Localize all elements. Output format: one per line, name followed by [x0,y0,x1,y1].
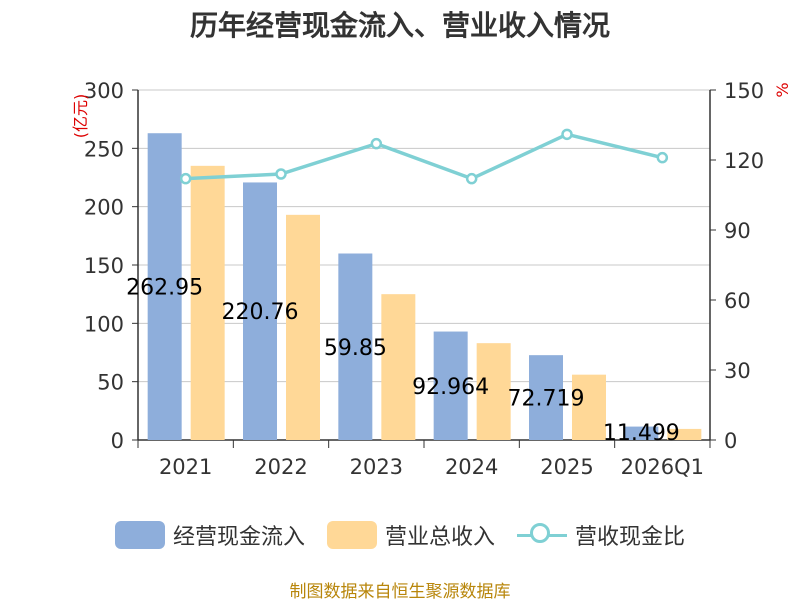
x-tick-label: 2025 [540,455,593,479]
chart-legend: 经营现金流入 营业总收入 营收现金比 [0,518,800,552]
legend-swatch-revenue [326,521,377,549]
bar-cash-inflow [624,426,659,440]
bar-revenue [190,165,225,441]
bar-revenue [572,374,606,440]
ratio-point [561,128,573,141]
ratio-point [275,168,287,180]
x-tick-label: 2021 [159,455,212,479]
y-left-tick-label: 300 [84,79,124,103]
data-label-cash-inflow: 220.76 [222,300,299,325]
bar-revenue [667,428,702,440]
bar-cash-inflow [433,331,468,440]
ratio-point [179,172,192,185]
data-label-cash-inflow: 262.95 [126,276,203,301]
legend-item-revenue[interactable]: 营业总收入 [326,519,495,551]
y-left-tick-label: 100 [84,312,124,336]
y-right-tick-label: 120 [724,149,764,173]
bar-cash-inflow [529,355,563,440]
legend-item-cash-inflow[interactable]: 经营现金流入 [114,519,305,551]
legend-label-ratio: 营收现金比 [575,525,686,550]
bar-revenue [286,214,320,440]
chart-title: 历年经营现金流入、营业收入情况 [189,9,610,42]
y-right-tick-label: 150 [724,79,764,103]
x-tick-label: 2022 [254,455,307,479]
ratio-point [656,151,669,164]
y-left-axis-label: (亿元) [71,94,90,139]
y-left-tick-label: 50 [97,371,124,395]
legend-item-ratio[interactable]: 营收现金比 [517,519,685,551]
ratio-line [185,132,663,181]
y-left-tick-label: 200 [84,196,124,220]
y-right-axis-label: % [773,82,792,97]
legend-swatch-ratio [517,521,567,549]
y-right-tick-label: 60 [724,289,751,313]
y-right-tick-label: 90 [724,219,751,243]
y-right-tick-label: 30 [724,359,751,383]
bar-cash-inflow [243,182,277,441]
legend-label-revenue: 营业总收入 [384,525,495,550]
ratio-point [370,137,383,150]
x-tick-label: 2026Q1 [621,455,704,479]
y-left-tick-label: 250 [84,137,124,161]
source-footer: 制图数据来自恒生聚源数据库 [289,582,511,602]
y-left-tick-label: 150 [84,254,124,278]
bar-revenue [381,294,416,440]
x-tick-label: 2024 [445,455,498,479]
data-label-cash-inflow: 72.719 [508,387,585,412]
data-label-cash-inflow: 11.499 [603,421,680,446]
legend-label-cash-inflow: 经营现金流入 [172,525,305,550]
data-label-cash-inflow: 92.964 [412,375,489,400]
bar-cash-inflow [338,253,373,440]
legend-swatch-cash-inflow [114,521,165,549]
y-right-tick-label: 0 [724,429,737,453]
ratio-point [465,172,478,185]
y-left-tick-label: 0 [111,429,124,453]
data-label-cash-inflow: 59.85 [324,336,387,361]
bar-revenue [476,343,511,440]
x-tick-label: 2023 [350,455,403,479]
bar-cash-inflow [147,133,182,440]
